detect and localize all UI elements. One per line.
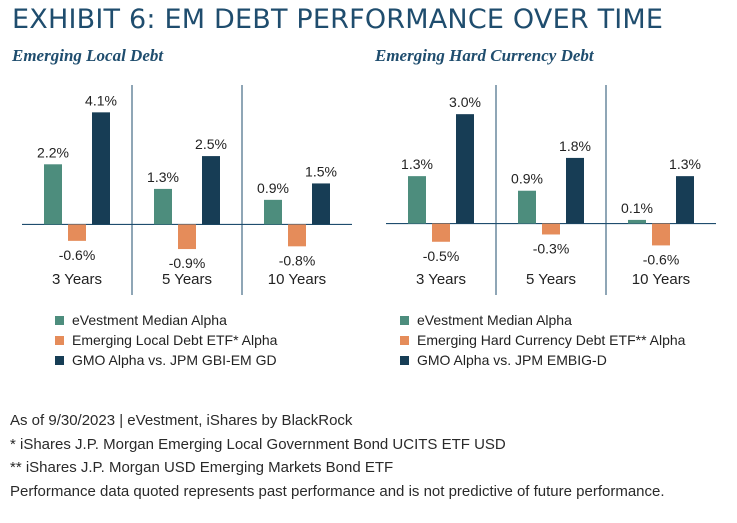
data-label: 1.3% (669, 156, 701, 172)
chart-title-hard-currency-debt: Emerging Hard Currency Debt (375, 46, 594, 65)
data-label: 1.3% (401, 156, 433, 172)
legend-item-etf: Emerging Hard Currency Debt ETF** Alpha (400, 330, 685, 350)
bar-gmo (456, 114, 474, 224)
legend-item-gmo: GMO Alpha vs. JPM EMBIG-D (400, 350, 685, 370)
legend-label-gmo: GMO Alpha vs. JPM EMBIG-D (417, 352, 607, 368)
data-label: -0.6% (643, 251, 680, 267)
legend-label-etf: Emerging Hard Currency Debt ETF** Alpha (417, 332, 686, 348)
bar-etf (432, 223, 450, 242)
data-label: 1.5% (305, 163, 337, 179)
data-label: -0.5% (423, 248, 460, 264)
category-label: 5 Years (526, 271, 576, 288)
bar-evestment (154, 188, 172, 225)
legend-item-evestment: eVestment Median Alpha (55, 310, 277, 330)
legend-swatch-evestment (400, 315, 409, 325)
bar-etf (178, 224, 196, 250)
footnote-hard-etf: ** iShares J.P. Morgan USD Emerging Mark… (10, 459, 394, 476)
legend-label-evestment: eVestment Median Alpha (72, 312, 227, 328)
bar-etf (542, 223, 560, 235)
legend-swatch-etf (400, 335, 409, 345)
local-debt-bar-chart: 2.2% -0.6% 4.1% 3 Years 1.3% -0.9% 2.5% 5 Years… (22, 85, 352, 295)
bar-evestment (264, 199, 282, 225)
bar-evestment (628, 219, 646, 224)
legend-item-evestment: eVestment Median Alpha (400, 310, 685, 330)
footnotes: As of 9/30/2023 | eVestment, iShares by … (10, 409, 665, 503)
category-label: 10 Years (268, 271, 326, 288)
category-label: 3 Years (52, 271, 102, 288)
legend-hard-currency-debt: eVestment Median Alpha Emerging Hard Cur… (400, 310, 685, 370)
footnote-local-etf: * iShares J.P. Morgan Emerging Local Gov… (10, 435, 506, 453)
legend-swatch-evestment (55, 315, 64, 325)
bar-etf (288, 224, 306, 247)
bar-etf (652, 223, 670, 246)
bar-gmo (676, 176, 694, 224)
data-label: -0.6% (59, 247, 96, 263)
data-label: -0.8% (279, 252, 316, 268)
bar-gmo (202, 156, 220, 225)
data-label: 0.9% (511, 171, 543, 187)
legend-swatch-gmo (55, 355, 64, 365)
legend-label-etf: Emerging Local Debt ETF* Alpha (72, 332, 278, 348)
data-label: 2.5% (195, 136, 227, 152)
category-label: 3 Years (416, 271, 466, 288)
bar-gmo (92, 112, 110, 225)
data-label: -0.9% (169, 255, 206, 271)
data-label: 3.0% (449, 94, 481, 110)
data-label: 0.9% (257, 180, 289, 196)
hard-currency-debt-bar-chart: 1.3% -0.5% 3.0% 3 Years 0.9% -0.3% 1.8% 5 Years… (386, 85, 716, 295)
data-label: 1.3% (147, 169, 179, 185)
bar-evestment (408, 176, 426, 224)
bar-gmo (566, 157, 584, 224)
footnote-disclaimer: Performance data quoted represents past … (10, 482, 665, 500)
category-label: 5 Years (162, 271, 212, 288)
bar-evestment (518, 190, 536, 224)
footnote-source: As of 9/30/2023 | eVestment, iShares by … (10, 412, 353, 429)
bar-gmo (312, 183, 330, 225)
data-label: 4.1% (85, 92, 117, 108)
chart-title-local-debt: Emerging Local Debt (12, 46, 164, 65)
exhibit-title: EXHIBIT 6: EM DEBT PERFORMANCE OVER TIME (12, 4, 664, 35)
legend-local-debt: eVestment Median Alpha Emerging Local De… (55, 310, 277, 370)
data-label: 1.8% (559, 138, 591, 154)
data-label: 2.2% (37, 144, 69, 160)
legend-label-gmo: GMO Alpha vs. JPM GBI-EM GD (72, 352, 277, 368)
legend-item-gmo: GMO Alpha vs. JPM GBI-EM GD (55, 350, 277, 370)
legend-swatch-etf (55, 335, 64, 345)
bar-etf (68, 224, 86, 241)
legend-label-evestment: eVestment Median Alpha (417, 312, 572, 328)
legend-swatch-gmo (400, 355, 409, 365)
bar-evestment (44, 164, 62, 225)
data-label: 0.1% (621, 200, 653, 216)
legend-item-etf: Emerging Local Debt ETF* Alpha (55, 330, 277, 350)
category-label: 10 Years (632, 271, 690, 288)
data-label: -0.3% (533, 240, 570, 256)
